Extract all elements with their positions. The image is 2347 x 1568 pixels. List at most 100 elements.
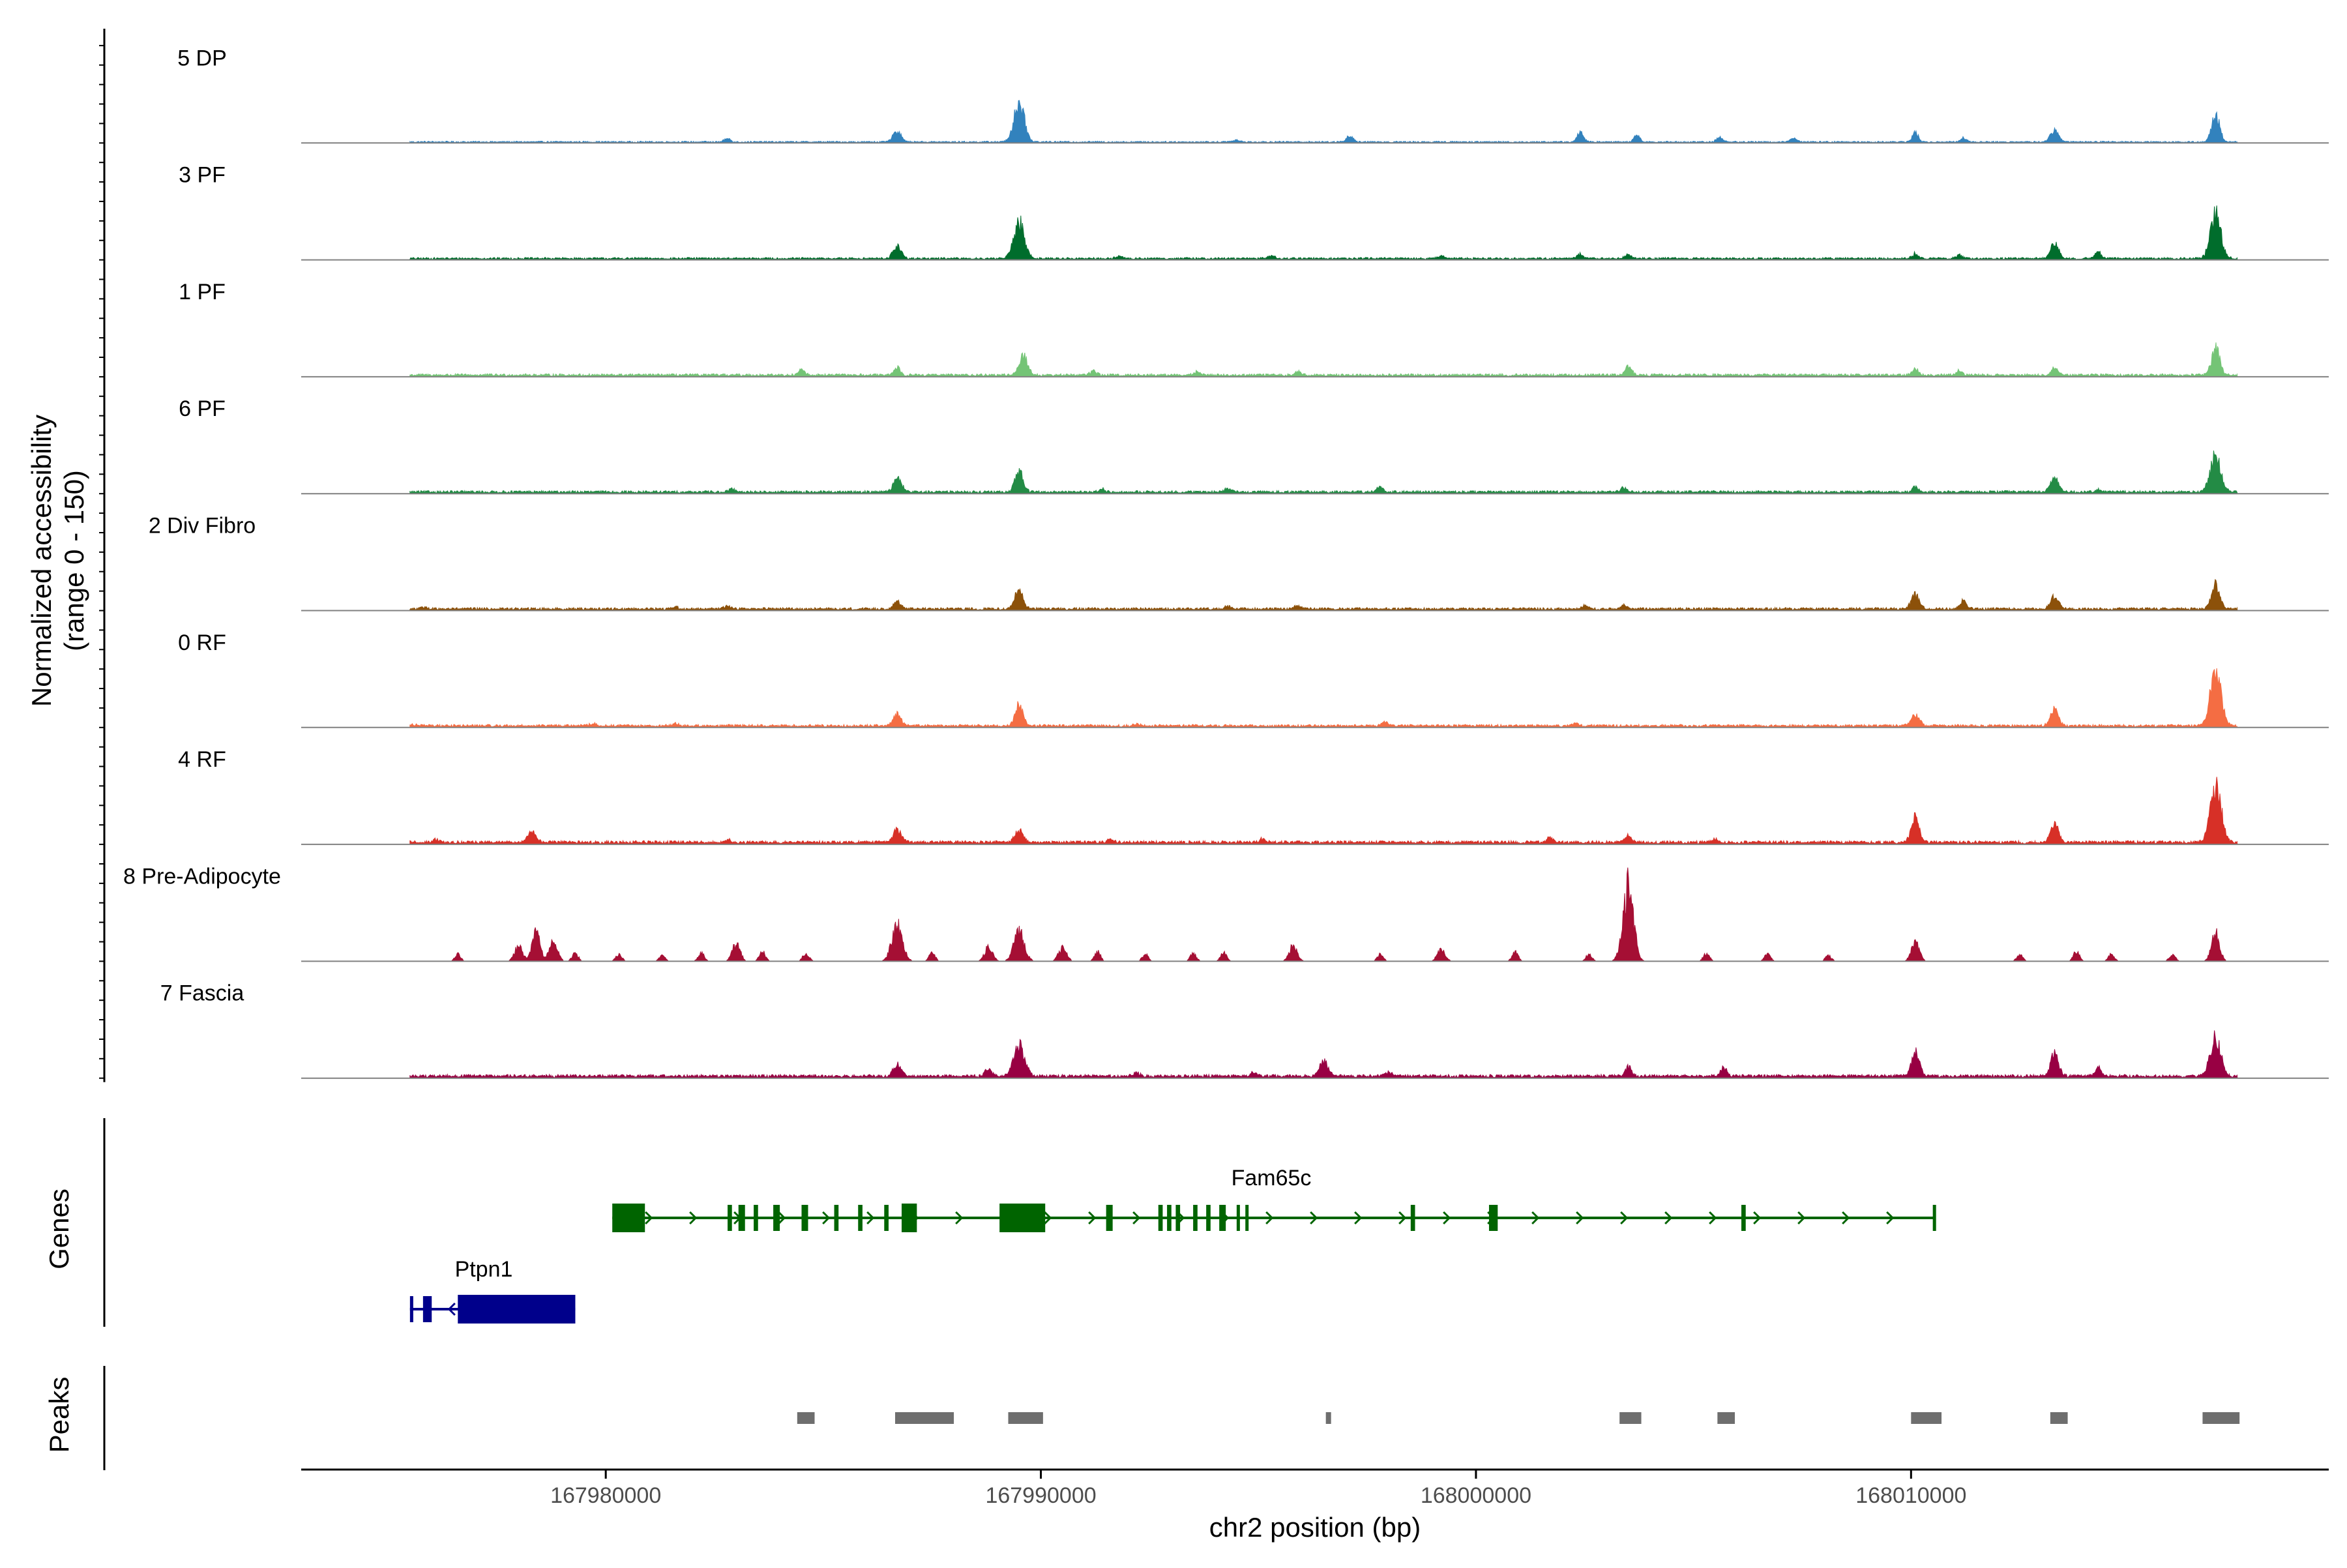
strand-arrow	[1576, 1211, 1584, 1225]
coverage-tracks: 5 DP 3 PF 1 PF 6 PF 2 Div Fibro 0 RF 4 RF 8 Pre…	[123, 46, 2329, 1079]
peak-region	[1717, 1412, 1735, 1424]
gene-exon	[1167, 1205, 1172, 1231]
strand-arrow	[1443, 1211, 1451, 1225]
track-label: 3 PF	[179, 163, 226, 188]
strand-arrow	[1531, 1211, 1540, 1225]
track-4-rf: 4 RF	[178, 747, 2329, 846]
track-0-rf: 0 RF	[178, 630, 2329, 728]
gene-exon	[1158, 1205, 1163, 1231]
gene-fam65c: Fam65c	[612, 1166, 1936, 1232]
track-6-pf: 6 PF	[179, 396, 2329, 495]
gene-exon	[458, 1295, 576, 1324]
strand-arrow	[1753, 1211, 1762, 1225]
gene-exon	[1219, 1205, 1226, 1231]
x-tick-label: 167980000	[550, 1483, 661, 1508]
gene-ptpn1: Ptpn1	[409, 1257, 576, 1324]
strand-arrow	[1709, 1211, 1717, 1225]
gene-exon	[728, 1205, 732, 1231]
gene-exon	[738, 1205, 745, 1231]
coverage-area	[409, 668, 2238, 728]
track-7-fascia: 7 Fascia	[160, 981, 2329, 1079]
track-2-div-fibro: 2 Div Fibro	[149, 514, 2329, 612]
gene-exon	[858, 1205, 863, 1231]
strand-arrow	[778, 1211, 786, 1225]
track-5-dp: 5 DP	[177, 46, 2329, 144]
strand-arrow	[1620, 1211, 1629, 1225]
y-axis-title-line1: Normalized accessibility	[26, 415, 57, 707]
strand-arrow	[1044, 1211, 1052, 1225]
strand-arrow	[1664, 1211, 1673, 1225]
strand-arrow	[866, 1211, 875, 1225]
strand-arrow	[447, 1302, 456, 1316]
track-3-pf: 3 PF	[179, 163, 2329, 261]
coverage-area	[409, 342, 2238, 377]
coverage-area	[409, 100, 2238, 143]
track-label: 7 Fascia	[160, 981, 244, 1006]
track-label: 1 PF	[179, 280, 226, 304]
x-axis-title: chr2 position (bp)	[1209, 1512, 1421, 1543]
peaks-panel-label: Peaks	[44, 1377, 74, 1453]
gene-exon	[1193, 1205, 1198, 1231]
gene-exon	[773, 1205, 780, 1231]
gene-exon	[1245, 1205, 1249, 1231]
track-label: 6 PF	[179, 396, 226, 421]
gene-exon	[999, 1204, 1046, 1232]
peak-region	[2202, 1412, 2240, 1424]
strand-arrow	[822, 1211, 831, 1225]
gene-exon	[754, 1205, 758, 1231]
gene-exon	[834, 1205, 839, 1231]
track-label: 0 RF	[178, 630, 226, 655]
strand-arrow	[1265, 1211, 1274, 1225]
strand-arrow	[1797, 1211, 1806, 1225]
track-label: 2 Div Fibro	[149, 514, 256, 539]
gene-exon	[409, 1296, 413, 1322]
x-tick-label: 167990000	[985, 1483, 1096, 1508]
coverage-area	[409, 777, 2238, 846]
gene-exon	[901, 1204, 917, 1232]
strand-arrow	[645, 1211, 653, 1225]
gene-panel: Fam65c Ptpn1	[103, 1118, 1936, 1327]
peak-region	[1008, 1412, 1043, 1424]
gene-exon	[1741, 1205, 1746, 1231]
peak-region	[894, 1412, 954, 1424]
strand-arrow	[689, 1211, 698, 1225]
peak-region	[797, 1412, 815, 1424]
strand-arrow	[1886, 1211, 1895, 1225]
peak-region	[1325, 1412, 1331, 1424]
gene-exon	[612, 1204, 645, 1232]
strand-arrow	[1310, 1211, 1318, 1225]
track-label: 4 RF	[178, 747, 226, 772]
track-8-pre-adipocyte: 8 Pre-Adipocyte	[123, 864, 2329, 962]
y-axis-title-line2: (range 0 - 150)	[59, 470, 89, 651]
peak-panel	[103, 1366, 2240, 1470]
gene-exon	[1932, 1205, 1936, 1231]
gene-label: Ptpn1	[455, 1257, 513, 1282]
peak-region	[2050, 1412, 2068, 1424]
x-tick-label: 168010000	[1855, 1483, 1966, 1508]
gene-exon	[1410, 1205, 1415, 1231]
strand-arrow	[1842, 1211, 1850, 1225]
x-tick-label: 168000000	[1421, 1483, 1531, 1508]
coverage-area	[409, 867, 2237, 962]
x-axis: 167980000 167990000 168000000 168010000	[301, 1468, 2329, 1508]
left-axis	[99, 29, 106, 1082]
strand-arrow	[1132, 1211, 1141, 1225]
strand-arrow	[955, 1211, 964, 1225]
gene-exon	[801, 1205, 808, 1231]
peak-region	[1911, 1412, 1942, 1424]
track-1-pf: 1 PF	[179, 280, 2329, 377]
coverage-area	[409, 579, 2238, 612]
coverage-area	[409, 1030, 2238, 1079]
gene-exon	[1488, 1205, 1498, 1231]
gene-exon	[1206, 1205, 1211, 1231]
strand-arrow	[1398, 1211, 1407, 1225]
gene-exon	[1175, 1205, 1181, 1231]
strand-arrow	[1354, 1211, 1363, 1225]
peak-region	[1619, 1412, 1642, 1424]
track-label: 5 DP	[177, 46, 227, 70]
gene-exon	[422, 1296, 432, 1322]
gene-label: Fam65c	[1232, 1166, 1312, 1191]
coverage-area	[409, 205, 2238, 261]
